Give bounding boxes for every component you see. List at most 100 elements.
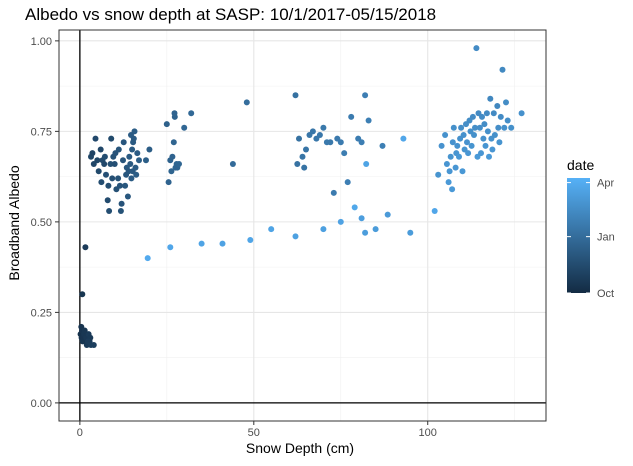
data-point: [94, 157, 101, 164]
legend-tick-label: Jan: [597, 232, 615, 244]
data-point: [486, 153, 492, 160]
data-point: [124, 193, 131, 200]
y-tick-label: 0.25: [31, 307, 52, 319]
y-tick-label: 0.00: [31, 398, 52, 410]
data-point: [341, 150, 348, 157]
data-point: [337, 218, 344, 225]
x-axis: 0 50 100: [77, 421, 437, 439]
panel-border: [58, 29, 547, 422]
y-axis: 0.00 0.25 0.50 0.75 1.00: [31, 36, 59, 410]
data-point: [108, 135, 115, 142]
data-point: [82, 244, 89, 251]
data-point: [372, 226, 379, 233]
data-point: [454, 142, 461, 149]
data-point: [101, 153, 108, 160]
data-point: [358, 215, 365, 222]
data-point: [105, 182, 112, 189]
plot-panel: [58, 29, 547, 422]
data-point: [501, 124, 508, 131]
data-point: [133, 171, 140, 178]
data-point: [181, 124, 188, 131]
colorbar: [567, 178, 590, 293]
data-point: [247, 237, 254, 243]
data-point: [351, 204, 358, 211]
data-point: [363, 161, 370, 167]
data-point: [296, 135, 302, 142]
data-point: [171, 110, 178, 117]
data-point: [496, 139, 503, 146]
data-point: [518, 110, 525, 117]
data-point: [89, 150, 96, 157]
data-point: [362, 92, 369, 99]
x-tick-label: 50: [248, 427, 260, 439]
data-point: [168, 168, 175, 175]
data-point: [487, 95, 494, 102]
data-point: [128, 132, 134, 138]
data-point: [472, 124, 478, 131]
data-point: [120, 139, 127, 146]
data-point: [459, 168, 466, 175]
data-point: [471, 132, 477, 138]
data-point: [468, 142, 475, 149]
data-point: [92, 135, 99, 142]
x-axis-title: Snow Depth (cm): [246, 440, 354, 456]
y-tick-label: 1.00: [31, 36, 52, 48]
data-point: [136, 157, 142, 164]
data-point: [243, 99, 250, 106]
data-point: [109, 175, 116, 182]
data-point: [303, 146, 309, 153]
data-point: [442, 132, 449, 138]
data-points: [77, 45, 525, 348]
data-point: [95, 168, 102, 175]
data-point: [163, 121, 170, 128]
data-point: [176, 161, 182, 167]
data-point: [348, 113, 355, 120]
data-point: [499, 66, 506, 73]
data-point: [344, 179, 351, 186]
data-point: [292, 92, 299, 99]
data-point: [111, 161, 118, 167]
data-point: [327, 139, 334, 146]
data-point: [294, 161, 301, 167]
data-point: [479, 113, 485, 120]
data-point: [316, 132, 323, 138]
x-tick-label: 100: [419, 427, 437, 439]
data-point: [449, 186, 456, 193]
data-point: [365, 117, 372, 124]
y-axis-title: Broadband Albedo: [6, 165, 22, 280]
data-point: [478, 150, 484, 157]
data-point: [320, 124, 327, 131]
data-point: [494, 103, 501, 109]
data-point: [101, 161, 108, 167]
data-point: [103, 171, 109, 178]
data-point: [358, 139, 365, 146]
data-point: [115, 146, 122, 153]
data-point: [106, 208, 113, 214]
data-point: [330, 189, 337, 196]
data-point: [229, 161, 236, 167]
data-point: [116, 182, 123, 189]
data-point: [431, 208, 438, 214]
data-point: [460, 132, 467, 138]
data-point: [481, 121, 488, 128]
legend-tick-label: Apr: [597, 178, 614, 190]
data-point: [134, 150, 141, 157]
data-point: [400, 135, 407, 142]
data-point: [130, 139, 137, 146]
data-point: [480, 135, 487, 142]
data-point: [98, 179, 105, 186]
legend-tick-label: Oct: [597, 288, 614, 300]
data-point: [104, 197, 111, 204]
data-point: [438, 142, 445, 149]
legend-ticks: Oct Jan Apr: [567, 178, 615, 300]
data-point: [489, 146, 496, 153]
data-point: [90, 342, 97, 348]
data-point: [128, 175, 135, 182]
data-point: [504, 117, 511, 124]
data-point: [188, 110, 195, 117]
data-point: [120, 157, 126, 164]
data-point: [469, 113, 476, 120]
data-point: [495, 124, 502, 131]
reference-lines: [59, 30, 546, 421]
